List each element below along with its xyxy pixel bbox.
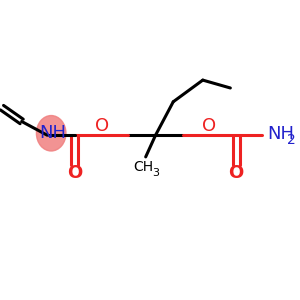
Text: 2: 2 [287, 133, 296, 147]
Text: O: O [202, 117, 216, 135]
Ellipse shape [36, 116, 66, 151]
Text: NH: NH [40, 124, 67, 142]
Text: CH: CH [134, 160, 154, 174]
Text: 3: 3 [152, 168, 159, 178]
Text: NH: NH [268, 125, 295, 143]
Text: O: O [95, 117, 110, 135]
Text: O: O [229, 164, 244, 181]
Text: O: O [67, 164, 83, 181]
